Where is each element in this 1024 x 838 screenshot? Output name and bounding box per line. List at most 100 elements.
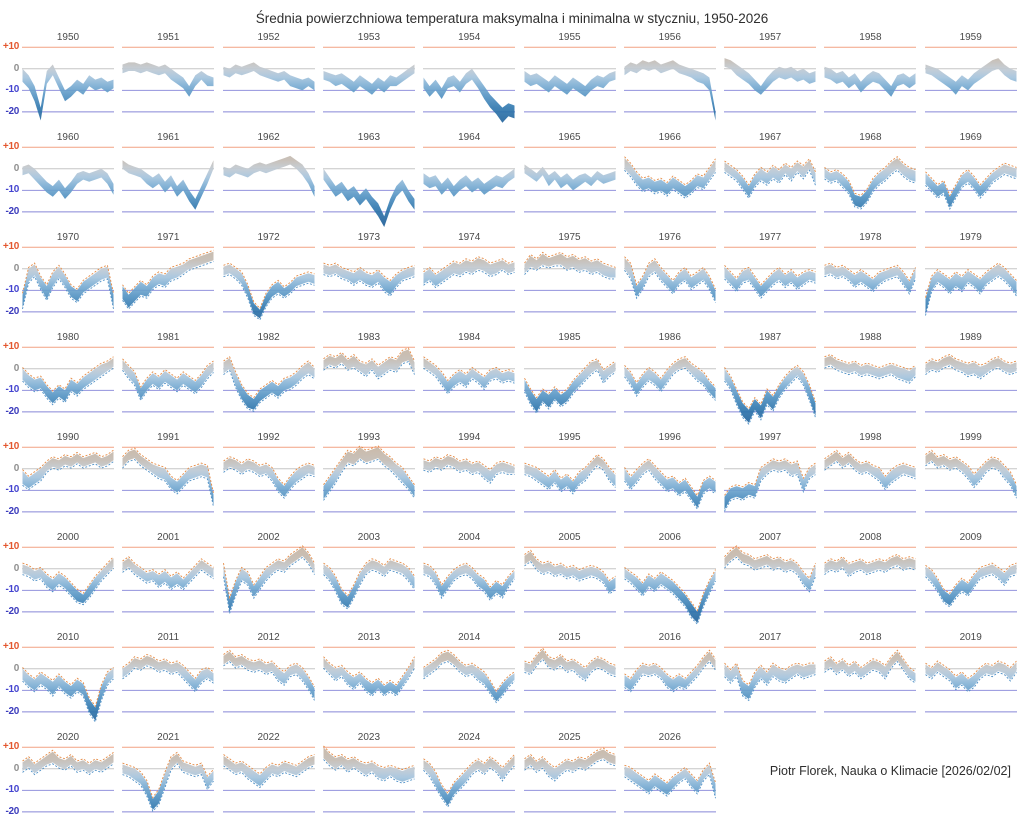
temperature-band bbox=[223, 755, 315, 787]
y-axis-labels: +10 0 -10 -20 bbox=[0, 132, 22, 232]
axis-tick-label: +10 bbox=[2, 541, 19, 553]
year-label: 1958 bbox=[859, 32, 882, 43]
dashed-min-line bbox=[22, 275, 114, 310]
year-chart bbox=[824, 646, 917, 713]
dashed-max-line bbox=[222, 545, 315, 600]
dashed-min-line bbox=[924, 461, 1017, 499]
temperature-band bbox=[223, 547, 315, 612]
year-chart bbox=[724, 446, 817, 513]
axis-tick-label: -10 bbox=[5, 684, 19, 696]
year-panel: 1965 bbox=[523, 132, 616, 227]
year-panel: 1995 bbox=[523, 432, 616, 527]
temperature-band bbox=[824, 355, 916, 382]
year-panel: 1959 bbox=[924, 32, 1017, 127]
temperature-band bbox=[925, 58, 1017, 95]
year-label: 2012 bbox=[257, 632, 280, 643]
year-label: 1999 bbox=[959, 432, 982, 443]
year-label: 1965 bbox=[558, 132, 581, 143]
year-label: 1981 bbox=[157, 332, 180, 343]
axis-tick-label: 0 bbox=[13, 262, 20, 274]
axis-tick-label: -10 bbox=[5, 484, 19, 496]
year-chart bbox=[623, 646, 716, 713]
dashed-max-line bbox=[624, 567, 716, 612]
axis-tick-label: -20 bbox=[5, 505, 19, 517]
year-chart bbox=[423, 546, 516, 613]
year-chart bbox=[623, 46, 716, 121]
dashed-min-line bbox=[523, 369, 616, 415]
year-chart bbox=[22, 646, 114, 723]
temperature-band bbox=[122, 62, 214, 97]
temperature-band bbox=[824, 158, 916, 208]
year-label: 1989 bbox=[959, 332, 982, 343]
dashed-max-line bbox=[22, 449, 114, 477]
year-label: 1957 bbox=[758, 32, 782, 43]
year-panel: 1956 bbox=[623, 32, 716, 127]
dashed-min-line bbox=[22, 461, 114, 491]
dashed-max-line bbox=[122, 751, 215, 799]
year-panel: 1978 bbox=[824, 232, 917, 327]
dashed-min-line bbox=[22, 763, 114, 776]
axis-tick-label: 0 bbox=[13, 562, 20, 574]
year-chart bbox=[724, 646, 817, 713]
year-panel: 2002 bbox=[222, 532, 315, 627]
year-chart bbox=[222, 246, 315, 321]
year-panel: 1954 bbox=[423, 32, 516, 127]
year-chart bbox=[322, 546, 415, 613]
temperature-band bbox=[122, 558, 214, 589]
year-label: 2015 bbox=[558, 632, 581, 643]
dashed-max-line bbox=[222, 649, 315, 688]
chart-row: +10 0 -10 -20 1970 1971 1972 1973 1974 1975 1976 19… bbox=[0, 232, 1024, 332]
dashed-max-line bbox=[222, 456, 315, 486]
y-axis-labels: +10 0 -10 -20 bbox=[0, 332, 22, 432]
year-label: 2016 bbox=[658, 632, 681, 643]
year-panel: 2006 bbox=[623, 532, 716, 627]
year-panel: 1960 bbox=[22, 132, 114, 227]
year-label: 1996 bbox=[658, 432, 681, 443]
y-axis-labels: +10 0 -10 -20 bbox=[0, 232, 22, 332]
year-chart bbox=[724, 146, 817, 213]
dashed-max-line bbox=[724, 264, 816, 286]
year-label: 2017 bbox=[758, 632, 782, 643]
temperature-band bbox=[524, 455, 615, 493]
dashed-max-line bbox=[623, 156, 716, 186]
axis-tick-label: +10 bbox=[2, 41, 19, 53]
temperature-band bbox=[524, 164, 615, 191]
axis-tick-label: 0 bbox=[13, 762, 20, 774]
year-label: 2022 bbox=[257, 732, 280, 743]
year-chart bbox=[824, 446, 917, 513]
axis-tick-label: -10 bbox=[5, 584, 19, 596]
dashed-min-line bbox=[824, 461, 917, 491]
axis-tick-label: 0 bbox=[13, 62, 20, 74]
year-panel: 1996 bbox=[623, 432, 716, 527]
year-panel: 1997 bbox=[724, 432, 817, 527]
year-label: 2023 bbox=[357, 732, 381, 743]
temperature-band bbox=[423, 258, 515, 287]
year-panel: 1977 bbox=[724, 232, 817, 327]
dashed-max-line bbox=[623, 356, 716, 388]
year-panel: 1980 bbox=[22, 332, 114, 427]
year-label: 2002 bbox=[257, 532, 280, 543]
year-label: 2021 bbox=[157, 732, 180, 743]
axis-tick-label: -20 bbox=[5, 705, 19, 717]
temperature-band bbox=[323, 168, 415, 227]
chart-row: +10 0 -10 -20 2000 2001 2002 2003 2004 2005 2006 20… bbox=[0, 532, 1024, 632]
year-panel: 1991 bbox=[122, 432, 215, 527]
dashed-min-line bbox=[222, 274, 315, 321]
year-label: 1954 bbox=[458, 32, 481, 43]
year-chart bbox=[623, 546, 716, 625]
dashed-min-line bbox=[824, 274, 917, 295]
temperature-band bbox=[122, 160, 214, 210]
year-panel: 2018 bbox=[824, 632, 917, 727]
year-label: 2009 bbox=[959, 532, 982, 543]
dashed-max-line bbox=[423, 356, 515, 382]
year-panel: 1958 bbox=[824, 32, 917, 127]
dashed-max-line bbox=[924, 449, 1017, 485]
temperature-band bbox=[624, 651, 716, 691]
year-chart bbox=[623, 446, 716, 513]
dashed-min-line bbox=[623, 367, 716, 401]
axis-tick-label: -10 bbox=[5, 284, 19, 296]
temperature-band bbox=[223, 358, 315, 410]
dashed-min-line bbox=[623, 169, 716, 199]
year-label: 1985 bbox=[558, 332, 581, 343]
dashed-max-line bbox=[724, 545, 817, 580]
